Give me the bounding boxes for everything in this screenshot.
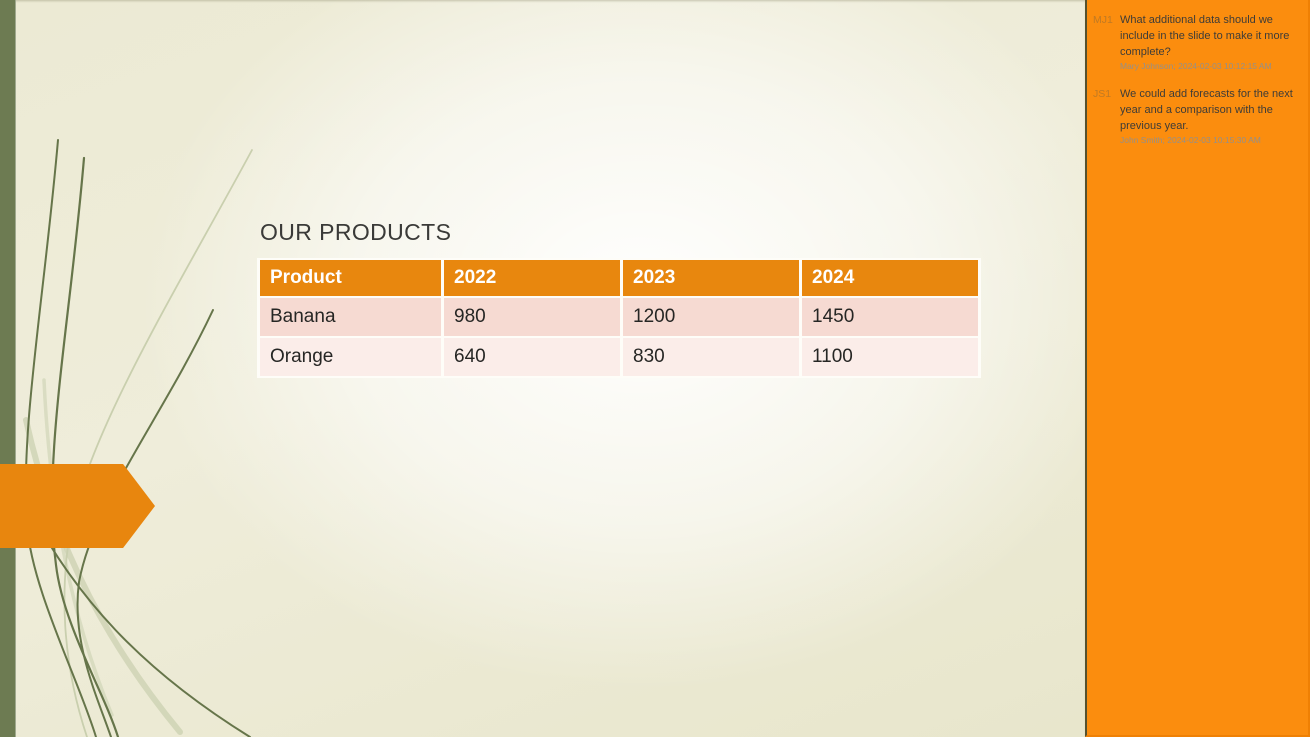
slide-canvas: OUR PRODUCTS Product 2022 2023 2024 Bana… — [0, 0, 1085, 737]
comments-panel: MJ1 What additional data should we inclu… — [1085, 0, 1310, 737]
table-cell-value[interactable]: 1450 — [802, 298, 978, 336]
slide-title[interactable]: OUR PRODUCTS — [260, 219, 452, 245]
table-cell-value[interactable]: 640 — [444, 338, 620, 376]
table-cell-value[interactable]: 1200 — [623, 298, 799, 336]
table-cell-value[interactable]: 1100 — [802, 338, 978, 376]
slide-edge-green-bar — [0, 0, 16, 737]
comment-timestamp: John Smith; 2024-02-03 10:15:30 AM — [1120, 135, 1261, 145]
arrow-callout-shape — [0, 464, 155, 548]
table-header-2023[interactable]: 2023 — [623, 260, 799, 296]
table-cell-product[interactable]: Banana — [260, 298, 441, 336]
comment-body: What additional data should we include i… — [1120, 12, 1298, 72]
comment-timestamp: Mary Johnson; 2024-02-03 10:12:15 AM — [1120, 61, 1272, 71]
comment-author-initials: MJ1 — [1093, 14, 1113, 26]
comment-body: We could add forecasts for the next year… — [1120, 86, 1298, 146]
products-table[interactable]: Product 2022 2023 2024 Banana 980 1200 1… — [257, 258, 981, 378]
grass-decoration — [13, 139, 253, 737]
table-header-row: Product 2022 2023 2024 — [260, 260, 978, 296]
table-cell-value[interactable]: 980 — [444, 298, 620, 336]
table-header-product[interactable]: Product — [260, 260, 441, 296]
comment-item[interactable]: JS1 We could add forecasts for the next … — [1093, 86, 1302, 146]
table-row: Orange 640 830 1100 — [260, 338, 978, 376]
comment-author-initials: JS1 — [1093, 88, 1112, 100]
table-header-2024[interactable]: 2024 — [802, 260, 978, 296]
comment-text: What additional data should we include i… — [1120, 14, 1290, 58]
table-cell-product[interactable]: Orange — [260, 338, 441, 376]
comment-item[interactable]: MJ1 What additional data should we inclu… — [1093, 12, 1302, 72]
table-row: Banana 980 1200 1450 — [260, 298, 978, 336]
table-header-2022[interactable]: 2022 — [444, 260, 620, 296]
comment-text: We could add forecasts for the next year… — [1120, 88, 1293, 132]
table-cell-value[interactable]: 830 — [623, 338, 799, 376]
